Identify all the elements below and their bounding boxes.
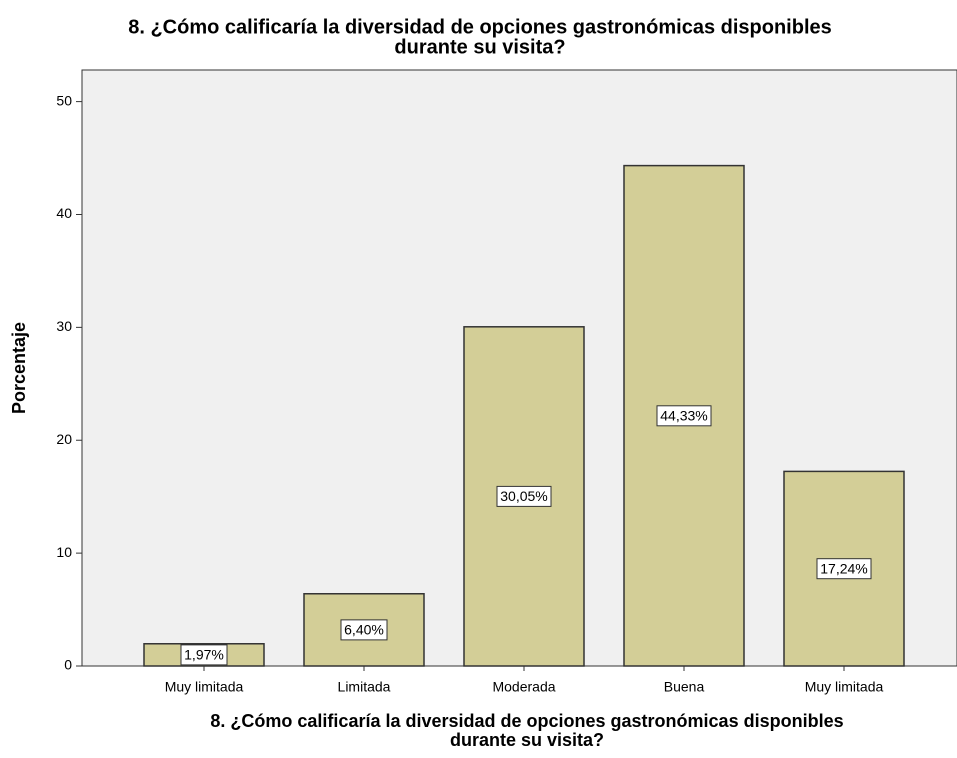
value-label: 30,05% bbox=[500, 488, 547, 504]
x-axis-title: durante su visita? bbox=[450, 730, 604, 750]
value-label-box bbox=[656, 405, 712, 427]
value-label: 1,97% bbox=[184, 647, 224, 663]
x-tick-label: Moderada bbox=[492, 679, 555, 695]
y-tick-label: 30 bbox=[56, 318, 72, 334]
bar bbox=[463, 326, 585, 667]
chart-title: durante su visita? bbox=[394, 36, 565, 58]
y-axis-title: Porcentaje bbox=[9, 322, 29, 414]
value-label-box bbox=[340, 619, 388, 641]
x-tick-label: Buena bbox=[664, 679, 705, 695]
value-label: 6,40% bbox=[344, 622, 384, 638]
value-label: 17,24% bbox=[820, 560, 867, 576]
y-tick-label: 40 bbox=[56, 205, 72, 221]
value-label: 44,33% bbox=[660, 408, 707, 424]
y-tick-label: 50 bbox=[56, 92, 72, 108]
value-label-box bbox=[496, 485, 552, 507]
chart-title: 8. ¿Cómo calificaría la diversidad de op… bbox=[128, 16, 832, 38]
x-axis-title: 8. ¿Cómo calificaría la diversidad de op… bbox=[210, 711, 843, 731]
x-tick-label: Limitada bbox=[338, 679, 391, 695]
value-label-box bbox=[816, 558, 872, 580]
y-tick-label: 20 bbox=[56, 431, 72, 447]
value-label-box bbox=[180, 644, 228, 666]
x-tick-label: Muy limitada bbox=[805, 679, 884, 695]
y-tick-label: 0 bbox=[64, 657, 72, 673]
y-tick-label: 10 bbox=[56, 544, 72, 560]
x-tick-label: Muy limitada bbox=[165, 679, 244, 695]
